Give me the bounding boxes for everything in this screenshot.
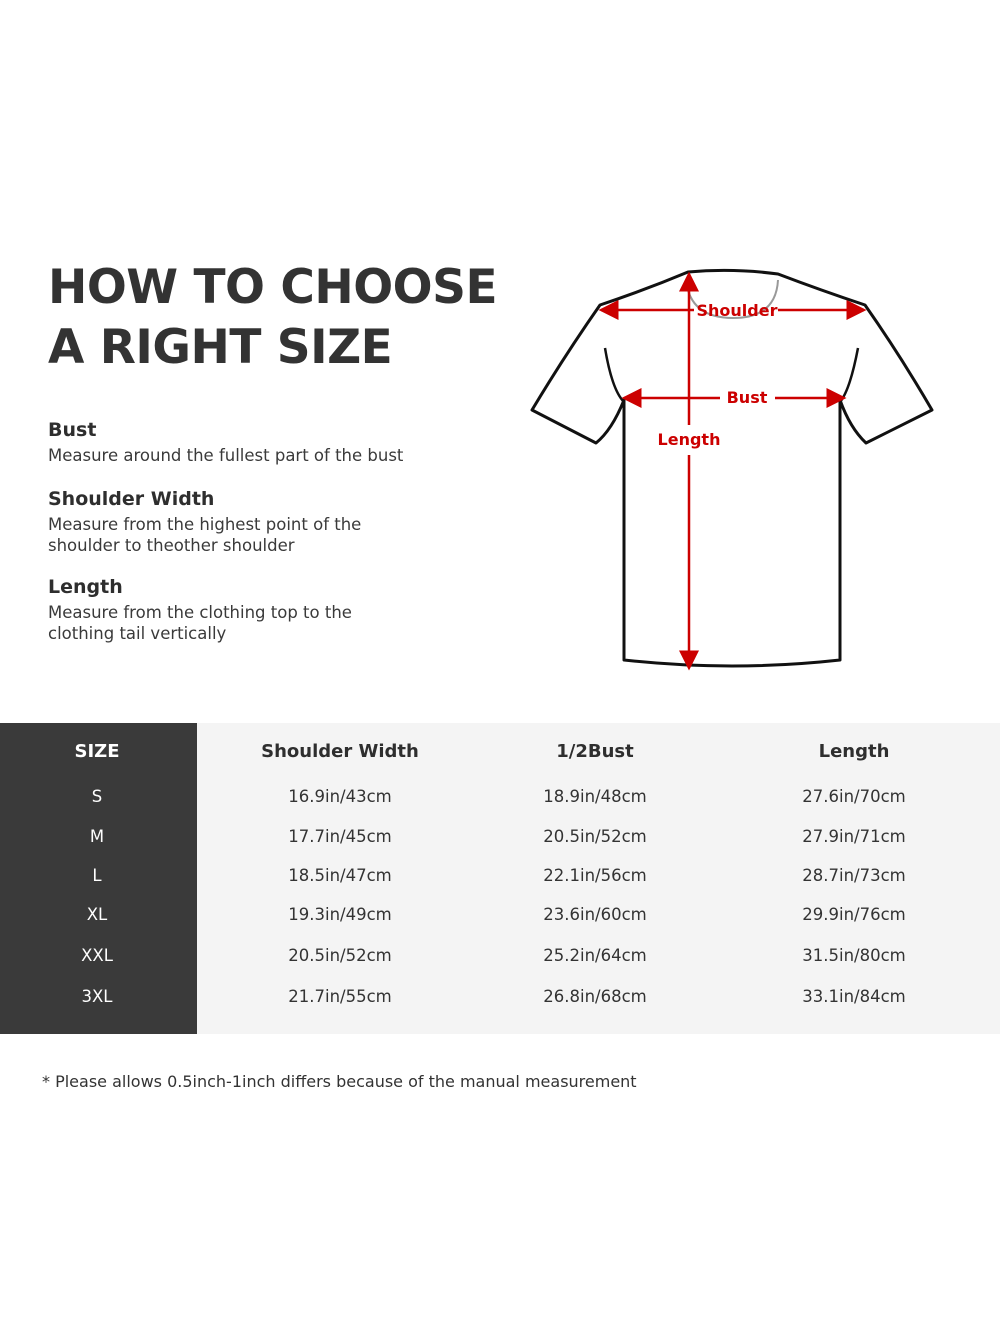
tshirt-diagram: Shoulder Bust Length [530,268,934,671]
description: Measure from the highest point of the sh… [48,515,362,555]
size-label: L [92,866,102,885]
term: Shoulder Width [48,488,215,510]
definition-bust: Bust Measure around the fullest part of … [48,417,428,466]
table-cell: 22.1in/56cm [543,866,647,885]
column-header: SIZE [74,741,120,762]
table-cell: 26.8in/68cm [543,987,647,1006]
size-label: M [89,827,105,846]
table-cell: 28.7in/73cm [802,866,906,885]
size-table: SIZE S M L XL XXL 3XL Shoulder Width 1/2Bust Len… [0,723,1000,1034]
shoulder-label: Shoulder [697,301,778,320]
page-title: HOW TO CHOOSE A RIGHT SIZE [48,258,498,378]
length-label: Length [658,430,721,449]
table-cell: 33.1in/84cm [802,987,906,1006]
size-label: S [91,787,103,806]
size-label: 3XL [81,987,113,1006]
table-cell: 20.5in/52cm [543,827,647,846]
table-cell: 23.6in/60cm [543,905,647,924]
collar [685,279,779,320]
column-header: 1/2Bust [556,741,634,762]
table-cell: 16.9in/43cm [288,787,392,806]
measurement-note: * Please allows 0.5inch-1inch differs be… [42,1072,637,1091]
table-cell: 25.2in/64cm [543,946,647,965]
title-line-1: HOW TO CHOOSE [48,260,498,315]
table-cell: 18.9in/48cm [543,787,647,806]
column-header: Length [818,741,890,762]
term: Length [48,576,123,598]
column-header: Shoulder Width [261,741,419,762]
table-cell: 29.9in/76cm [802,905,906,924]
size-label: XL [86,905,108,924]
bust-label: Bust [727,388,768,407]
definition-length: Length Measure from the clothing top to … [48,574,378,644]
description: Measure around the fullest part of the b… [48,446,404,465]
description: Measure from the clothing top to the clo… [48,603,352,643]
table-cell: 19.3in/49cm [288,905,392,924]
size-column: SIZE S M L XL XXL 3XL [0,723,197,1034]
table-cell: 21.7in/55cm [288,987,392,1006]
size-label: XXL [81,946,113,965]
definition-shoulder-width: Shoulder Width Measure from the highest … [48,486,388,556]
table-cell: 31.5in/80cm [802,946,906,965]
table-cell: 20.5in/52cm [288,946,392,965]
table-cell: 27.9in/71cm [802,827,906,846]
table-cell: 17.7in/45cm [288,827,392,846]
table-cell: 18.5in/47cm [288,866,392,885]
title-line-2: A RIGHT SIZE [48,320,393,375]
term: Bust [48,419,97,441]
tshirt-outline [530,268,934,668]
table-cell: 27.6in/70cm [802,787,906,806]
